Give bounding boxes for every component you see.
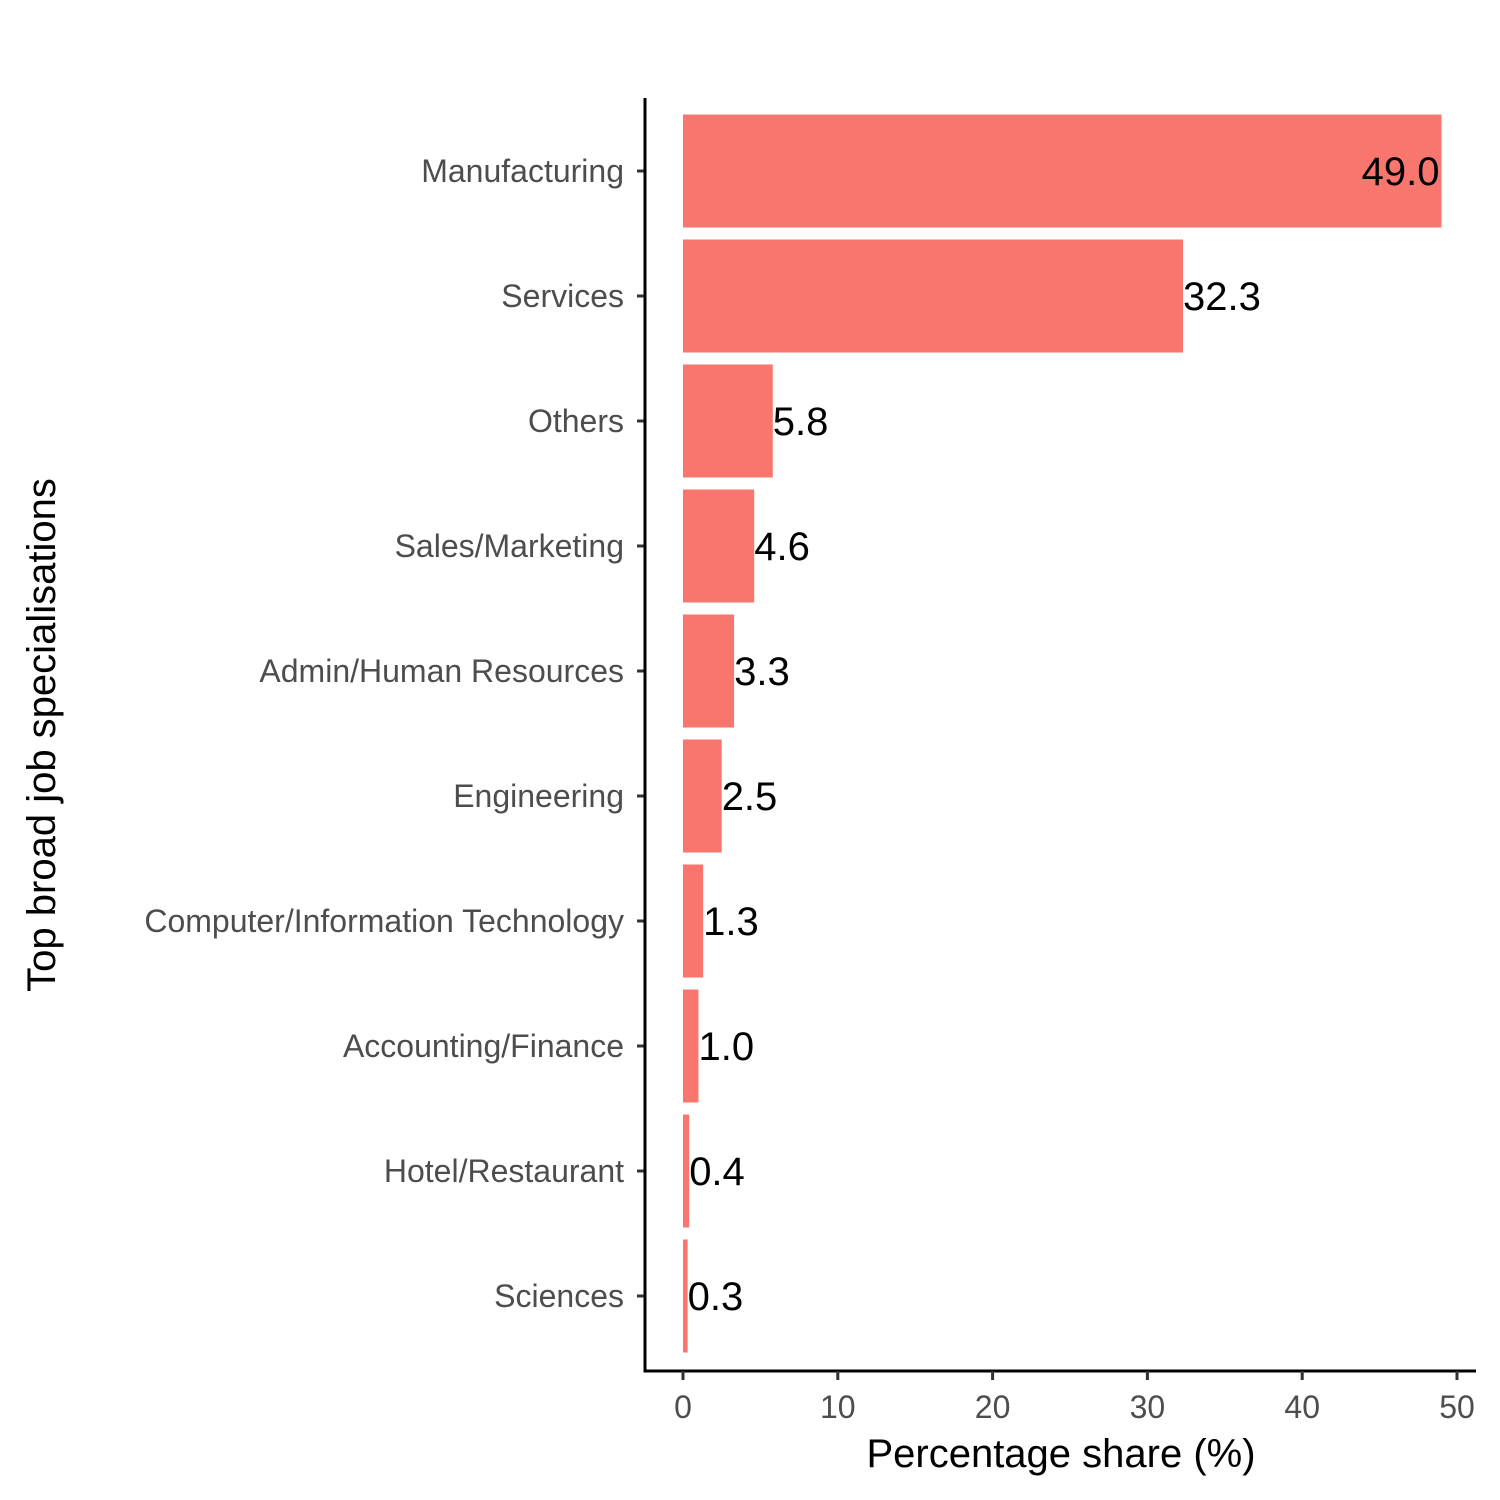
x-tick-label: 10 xyxy=(820,1389,856,1425)
data-label: 1.3 xyxy=(703,900,759,944)
y-tick-label: Sales/Marketing xyxy=(395,528,624,564)
x-tick-label: 20 xyxy=(975,1389,1011,1425)
x-axis: 0 10 20 30 40 50 xyxy=(643,1369,1476,1425)
bar-admin-human-resources xyxy=(683,614,735,728)
data-label: 1.0 xyxy=(698,1025,754,1069)
data-label: 0.4 xyxy=(689,1150,745,1194)
bar-others xyxy=(683,364,773,478)
y-tick-label: Engineering xyxy=(453,778,624,814)
bar-services xyxy=(683,239,1184,353)
data-label: 4.6 xyxy=(754,525,810,569)
bar-sciences xyxy=(683,1239,688,1353)
x-tick-label: 40 xyxy=(1284,1389,1320,1425)
y-tick-label: Hotel/Restaurant xyxy=(384,1153,624,1189)
data-label: 0.3 xyxy=(688,1275,744,1319)
bar-hotel-restaurant xyxy=(683,1114,690,1228)
data-label: 49.0 xyxy=(1362,150,1440,194)
data-label: 3.3 xyxy=(734,650,790,694)
bar-accounting-finance xyxy=(683,989,699,1103)
y-tick-label: Others xyxy=(528,403,624,439)
bar-manufacturing xyxy=(683,114,1442,228)
x-tick-label: 50 xyxy=(1439,1389,1475,1425)
y-tick-label: Services xyxy=(501,278,624,314)
bar-engineering xyxy=(683,739,722,853)
y-tick-label: Computer/Information Technology xyxy=(144,903,624,939)
y-tick-label: Accounting/Finance xyxy=(343,1028,624,1064)
bar-computer-information-technology xyxy=(683,864,704,978)
data-labels-layer: 49.0 32.3 5.8 4.6 3.3 2.5 1.3 1.0 0.4 0.3 xyxy=(688,150,1440,1319)
data-label: 5.8 xyxy=(773,400,829,444)
x-tick-label: 0 xyxy=(674,1389,692,1425)
y-axis: Manufacturing Services Others Sales/Marketi… xyxy=(144,98,647,1371)
y-tick-label: Sciences xyxy=(494,1278,624,1314)
y-tick-label: Manufacturing xyxy=(421,153,624,189)
bars-layer xyxy=(683,114,1442,1353)
x-tick-label: 30 xyxy=(1130,1389,1166,1425)
y-axis-title: Top broad job specialisations xyxy=(20,478,64,992)
y-tick-label: Admin/Human Resources xyxy=(259,653,624,689)
data-label: 2.5 xyxy=(722,775,778,819)
x-axis-title: Percentage share (%) xyxy=(866,1432,1255,1476)
bar-sales-marketing xyxy=(683,489,755,603)
data-label: 32.3 xyxy=(1183,275,1261,319)
